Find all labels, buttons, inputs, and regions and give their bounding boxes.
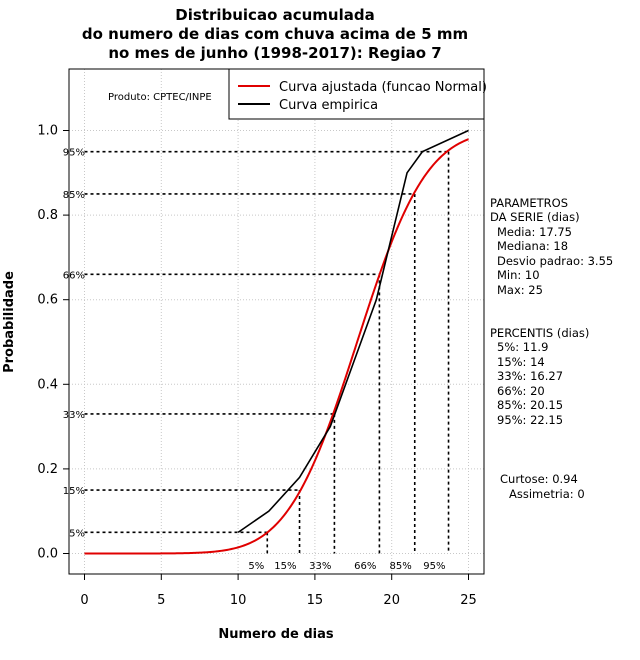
legend-label-fitted: Curva ajustada (funcao Normal) bbox=[279, 80, 487, 95]
y-tick-label: 0.2 bbox=[37, 462, 58, 477]
y-axis-label: Probabilidade bbox=[2, 271, 17, 373]
percentile-label-y: 15% bbox=[63, 486, 85, 497]
percentile-label-y: 66% bbox=[63, 270, 85, 281]
x-tick-label: 10 bbox=[230, 593, 247, 608]
percentil-5: 5%: 11.9 bbox=[497, 340, 548, 354]
chart-title-line-2: do numero de dias com chuva acima de 5 m… bbox=[82, 25, 468, 43]
percentile-markers: 5% 5% 15% 15% 33% 33% 66% 66% 85% 85% 95% 95% bbox=[63, 148, 450, 572]
x-axis-label: Numero de dias bbox=[218, 627, 334, 642]
percentile-label-x: 33% bbox=[309, 561, 331, 572]
percentile-label-y: 5% bbox=[69, 528, 85, 539]
percentile-label-x: 5% bbox=[248, 561, 264, 572]
param-desvio: Desvio padrao: 3.55 bbox=[497, 254, 613, 268]
x-tick-label: 25 bbox=[460, 593, 477, 608]
x-tick-label: 20 bbox=[383, 593, 400, 608]
series-fitted-normal-line bbox=[84, 138, 469, 555]
params-heading-1: PARAMETROS bbox=[490, 196, 568, 210]
legend: Curva ajustada (funcao Normal) Curva emp… bbox=[228, 68, 487, 120]
percentile-label-y: 33% bbox=[63, 410, 85, 421]
series-empirical-line bbox=[237, 129, 469, 534]
percentile-label-x: 66% bbox=[354, 561, 376, 572]
stats-panel: PARAMETROS DA SERIE (dias) Media: 17.75 … bbox=[490, 196, 613, 501]
percentile-label-x: 95% bbox=[423, 561, 445, 572]
producer-note: Produto: CPTEC/INPE bbox=[108, 92, 212, 103]
percentis-heading: PERCENTIS (dias) bbox=[490, 326, 589, 340]
chart-title-line-1: Distribuicao acumulada bbox=[175, 6, 374, 24]
y-tick-label: 0.6 bbox=[37, 293, 58, 308]
assimetria: Assimetria: 0 bbox=[509, 487, 585, 501]
legend-box bbox=[228, 68, 485, 120]
chart-title-line-3: no mes de junho (1998-2017): Regiao 7 bbox=[108, 44, 441, 62]
y-tick-label: 0.0 bbox=[37, 547, 58, 562]
percentile-label-x: 85% bbox=[390, 561, 412, 572]
percentile-label-y: 85% bbox=[63, 190, 85, 201]
y-tick-label: 0.4 bbox=[37, 377, 58, 392]
param-max: Max: 25 bbox=[497, 283, 543, 297]
axes: 0 5 10 15 20 25 0.0 0.2 0.4 0.6 0.8 1.0 bbox=[37, 124, 476, 609]
percentil-15: 15%: 14 bbox=[497, 355, 545, 369]
y-tick-label: 1.0 bbox=[37, 124, 58, 139]
y-tick-label: 0.8 bbox=[37, 208, 58, 223]
plot-frame bbox=[68, 68, 485, 575]
percentil-66: 66%: 20 bbox=[497, 384, 545, 398]
param-mediana: Mediana: 18 bbox=[497, 239, 568, 253]
percentile-label-x: 15% bbox=[274, 561, 296, 572]
x-tick-label: 5 bbox=[157, 593, 165, 608]
x-tick-label: 15 bbox=[307, 593, 324, 608]
param-media: Media: 17.75 bbox=[497, 225, 572, 239]
param-min: Min: 10 bbox=[497, 268, 540, 282]
percentile-label-y: 95% bbox=[63, 148, 85, 159]
grid bbox=[69, 69, 484, 574]
curtose: Curtose: 0.94 bbox=[500, 472, 578, 486]
percentil-85: 85%: 20.15 bbox=[497, 398, 563, 412]
curves bbox=[84, 129, 469, 555]
percentil-33: 33%: 16.27 bbox=[497, 369, 563, 383]
legend-label-empirical: Curva empirica bbox=[279, 98, 378, 113]
x-tick-label: 0 bbox=[80, 593, 88, 608]
params-heading-2: DA SERIE (dias) bbox=[490, 210, 580, 224]
percentil-95: 95%: 22.15 bbox=[497, 413, 563, 427]
